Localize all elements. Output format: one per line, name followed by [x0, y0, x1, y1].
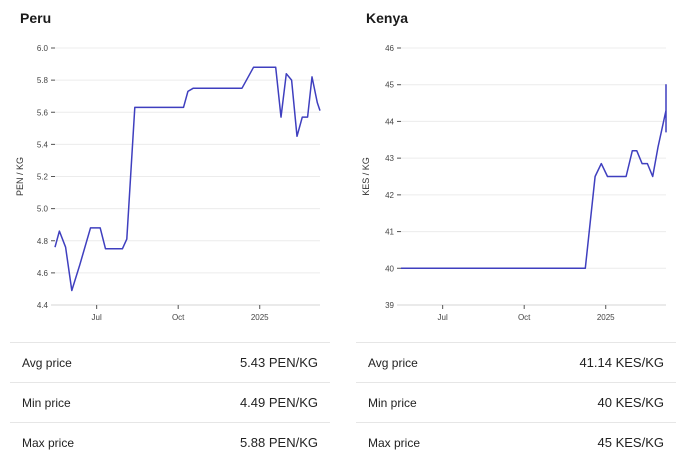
x-tick-label: 2025	[597, 313, 615, 322]
y-tick-label: 43	[385, 154, 394, 163]
stat-label: Min price	[22, 396, 71, 410]
stat-value: 5.43 PEN/KG	[239, 355, 318, 370]
stat-value: 5.88 PEN/KG	[239, 435, 318, 450]
stats-table-kenya: Avg price 41.14 KES/KG Min price 40 KES/…	[356, 342, 676, 462]
stat-label: Avg price	[22, 356, 72, 370]
y-tick-label: 5.6	[37, 108, 49, 117]
stat-value: 40 KES/KG	[597, 395, 664, 410]
line-chart-kenya: 39 40 41 42 43 44 45 46 Jul Oct 2025 KES / KG	[361, 44, 667, 322]
y-tick-label: 4.8	[37, 237, 49, 246]
x-tick-label: Oct	[518, 313, 531, 322]
y-tick-label: 44	[385, 117, 394, 126]
y-tick-label: 39	[385, 301, 394, 310]
y-tick-label: 46	[385, 44, 394, 53]
stat-value: 4.49 PEN/KG	[239, 395, 318, 410]
y-tick-label: 45	[385, 81, 394, 90]
y-axis-label: KES / KG	[361, 157, 371, 196]
y-tick-label: 5.4	[37, 140, 49, 149]
stat-label: Avg price	[368, 356, 418, 370]
stat-value: 45 KES/KG	[597, 435, 664, 450]
stat-row-max: Max price 45 KES/KG	[356, 422, 676, 462]
y-tick-label: 41	[385, 228, 394, 237]
stats-table-peru: Avg price 5.43 PEN/KG Min price 4.49 PEN…	[10, 342, 330, 462]
stat-row-min: Min price 4.49 PEN/KG	[10, 382, 330, 422]
stat-row-min: Min price 40 KES/KG	[356, 382, 676, 422]
y-tick-label: 5.2	[37, 173, 49, 182]
series-line	[54, 66, 321, 292]
x-tick-label: Oct	[172, 313, 185, 322]
stat-label: Min price	[368, 396, 417, 410]
stat-row-max: Max price 5.88 PEN/KG	[10, 422, 330, 462]
y-tick-label: 4.4	[37, 301, 49, 310]
line-chart-peru: 4.4 4.6 4.8 5.0 5.2 5.4 5.6 5.8 6.0 Jul Oct 2025 PEN…	[15, 44, 321, 322]
chart-title: Kenya	[366, 10, 409, 26]
y-axis-label: PEN / KG	[15, 157, 25, 196]
x-tick-label: Jul	[438, 313, 448, 322]
y-tick-label: 40	[385, 264, 394, 273]
stat-label: Max price	[22, 436, 75, 450]
series-line	[401, 83, 667, 270]
stat-row-avg: Avg price 5.43 PEN/KG	[10, 342, 330, 382]
chart-panel-peru: Peru 4.4 4.6 4.8 5.0 5.2 5.4 5.6 5.8 6.0 Jul Oct 20…	[10, 0, 330, 475]
stat-row-avg: Avg price 41.14 KES/KG	[356, 342, 676, 382]
y-tick-label: 6.0	[37, 44, 49, 53]
y-tick-label: 4.6	[37, 269, 49, 278]
y-tick-label: 5.0	[37, 205, 49, 214]
chart-title: Peru	[20, 10, 52, 26]
x-tick-label: 2025	[251, 313, 269, 322]
chart-panel-kenya: Kenya 39 40 41 42 43 44 45 46 Jul Oct 2025 KES / KG…	[356, 0, 676, 475]
stat-label: Max price	[368, 436, 421, 450]
y-tick-label: 42	[385, 191, 394, 200]
stat-value: 41.14 KES/KG	[579, 355, 664, 370]
x-tick-label: Jul	[92, 313, 102, 322]
y-tick-label: 5.8	[37, 76, 49, 85]
